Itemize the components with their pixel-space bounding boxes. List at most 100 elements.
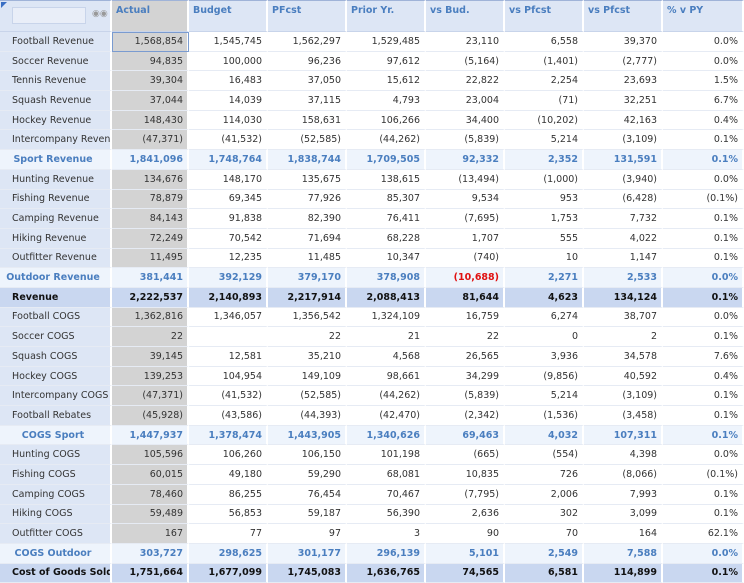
- cell-pct-v-py[interactable]: 0.0%: [663, 51, 744, 72]
- row-label[interactable]: Football COGS: [0, 307, 112, 328]
- row-label[interactable]: Hunting Revenue: [0, 169, 112, 190]
- cell-vs-pfcst[interactable]: 6,274: [505, 307, 584, 328]
- cell-vs-pfcst-2[interactable]: 7,993: [584, 484, 663, 505]
- cell-prior-yr[interactable]: 1,340,626: [347, 425, 426, 446]
- column-header-pfcst[interactable]: PFcst: [268, 0, 347, 32]
- cell-budget[interactable]: 91,838: [189, 209, 268, 229]
- cell-vs-bud[interactable]: 26,565: [426, 347, 505, 367]
- cell-vs-pfcst[interactable]: 10: [505, 248, 584, 269]
- cell-budget[interactable]: (41,532): [189, 130, 268, 151]
- row-label[interactable]: COGS Sport: [0, 425, 112, 446]
- cell-vs-pfcst[interactable]: 302: [505, 504, 584, 525]
- cell-actual[interactable]: 1,362,816: [112, 307, 189, 328]
- cell-vs-bud[interactable]: 2,636: [426, 504, 505, 525]
- cell-actual[interactable]: 1,568,854: [112, 32, 189, 52]
- cell-vs-pfcst[interactable]: 953: [505, 189, 584, 210]
- cell-budget[interactable]: 298,625: [189, 543, 268, 564]
- cell-prior-yr[interactable]: 1,636,765: [347, 563, 426, 583]
- cell-vs-pfcst[interactable]: 2,254: [505, 71, 584, 92]
- cell-actual[interactable]: 134,676: [112, 169, 189, 190]
- cell-vs-pfcst-2[interactable]: 7,588: [584, 543, 663, 564]
- cell-actual[interactable]: 78,460: [112, 484, 189, 505]
- cell-prior-yr[interactable]: 1,709,505: [347, 150, 426, 170]
- cell-pfcst[interactable]: (52,585): [268, 386, 347, 407]
- cell-vs-pfcst-2[interactable]: 1,147: [584, 248, 663, 269]
- cell-prior-yr[interactable]: 296,139: [347, 543, 426, 564]
- cell-pfcst[interactable]: 71,694: [268, 228, 347, 249]
- cell-vs-bud[interactable]: 22: [426, 327, 505, 347]
- row-label[interactable]: Intercompany COGS: [0, 386, 112, 407]
- cell-vs-pfcst[interactable]: 4,032: [505, 425, 584, 446]
- row-label[interactable]: Fishing Revenue: [0, 189, 112, 210]
- cell-prior-yr[interactable]: 2,088,413: [347, 287, 426, 308]
- row-label[interactable]: Football Rebates: [0, 406, 112, 426]
- cell-actual[interactable]: 1,841,096: [112, 150, 189, 170]
- cell-pct-v-py[interactable]: 0.1%: [663, 327, 744, 347]
- cell-pfcst[interactable]: 22: [268, 327, 347, 347]
- cell-pfcst[interactable]: 149,109: [268, 366, 347, 387]
- row-label[interactable]: Camping COGS: [0, 484, 112, 505]
- cell-actual[interactable]: (47,371): [112, 130, 189, 151]
- cell-vs-pfcst-2[interactable]: 164: [584, 524, 663, 544]
- row-label[interactable]: Cost of Goods Sold: [0, 563, 112, 583]
- row-filter-input[interactable]: [12, 7, 86, 24]
- cell-vs-pfcst[interactable]: 70: [505, 524, 584, 544]
- cell-prior-yr[interactable]: 1,529,485: [347, 32, 426, 52]
- cell-vs-pfcst[interactable]: (10,202): [505, 110, 584, 131]
- cell-vs-pfcst-2[interactable]: (3,458): [584, 406, 663, 426]
- cell-pfcst[interactable]: 1,356,542: [268, 307, 347, 328]
- cell-vs-pfcst-2[interactable]: 4,022: [584, 228, 663, 249]
- cell-vs-bud[interactable]: 5,101: [426, 543, 505, 564]
- cell-vs-bud[interactable]: 74,565: [426, 563, 505, 583]
- cell-pct-v-py[interactable]: 0.1%: [663, 287, 744, 308]
- cell-vs-bud[interactable]: (2,342): [426, 406, 505, 426]
- row-label[interactable]: Hiking COGS: [0, 504, 112, 525]
- row-label[interactable]: Squash Revenue: [0, 91, 112, 111]
- row-label[interactable]: Hiking Revenue: [0, 228, 112, 249]
- cell-budget[interactable]: 12,235: [189, 248, 268, 269]
- cell-vs-pfcst[interactable]: 1,753: [505, 209, 584, 229]
- cell-vs-pfcst[interactable]: 5,214: [505, 130, 584, 151]
- cell-actual[interactable]: 37,044: [112, 91, 189, 111]
- cell-prior-yr[interactable]: 378,908: [347, 268, 426, 288]
- row-label[interactable]: Revenue: [0, 287, 112, 308]
- row-label[interactable]: Outdoor Revenue: [0, 268, 112, 288]
- cell-actual[interactable]: 84,143: [112, 209, 189, 229]
- cell-pct-v-py[interactable]: 0.1%: [663, 248, 744, 269]
- cell-vs-pfcst-2[interactable]: (3,109): [584, 386, 663, 407]
- cell-actual[interactable]: 2,222,537: [112, 287, 189, 308]
- cell-vs-bud[interactable]: (5,839): [426, 386, 505, 407]
- row-label[interactable]: Hunting COGS: [0, 445, 112, 466]
- row-label[interactable]: Outfitter Revenue: [0, 248, 112, 269]
- cell-budget[interactable]: 104,954: [189, 366, 268, 387]
- cell-vs-pfcst[interactable]: 6,558: [505, 32, 584, 52]
- column-header-actual[interactable]: Actual: [112, 0, 189, 32]
- cell-pfcst[interactable]: 76,454: [268, 484, 347, 505]
- cell-prior-yr[interactable]: (44,262): [347, 386, 426, 407]
- cell-vs-pfcst-2[interactable]: (3,109): [584, 130, 663, 151]
- cell-pct-v-py[interactable]: 6.7%: [663, 91, 744, 111]
- cell-pct-v-py[interactable]: 0.0%: [663, 169, 744, 190]
- cell-pfcst[interactable]: 301,177: [268, 543, 347, 564]
- cell-vs-pfcst-2[interactable]: 134,124: [584, 287, 663, 308]
- cell-pct-v-py[interactable]: 0.1%: [663, 386, 744, 407]
- cell-pct-v-py[interactable]: 0.0%: [663, 543, 744, 564]
- cell-vs-pfcst-2[interactable]: 2,533: [584, 268, 663, 288]
- cell-pct-v-py[interactable]: 0.1%: [663, 484, 744, 505]
- row-label[interactable]: Intercompany Revenue: [0, 130, 112, 151]
- cell-vs-pfcst-2[interactable]: 7,732: [584, 209, 663, 229]
- cell-pfcst[interactable]: 135,675: [268, 169, 347, 190]
- cell-pct-v-py[interactable]: 0.1%: [663, 425, 744, 446]
- cell-vs-pfcst[interactable]: (9,856): [505, 366, 584, 387]
- cell-actual[interactable]: 94,835: [112, 51, 189, 72]
- cell-pct-v-py[interactable]: 62.1%: [663, 524, 744, 544]
- cell-prior-yr[interactable]: 97,612: [347, 51, 426, 72]
- cell-prior-yr[interactable]: 138,615: [347, 169, 426, 190]
- cell-budget[interactable]: 49,180: [189, 465, 268, 485]
- cell-vs-pfcst[interactable]: 5,214: [505, 386, 584, 407]
- cell-actual[interactable]: (47,371): [112, 386, 189, 407]
- cell-prior-yr[interactable]: 4,568: [347, 347, 426, 367]
- cell-actual[interactable]: 148,430: [112, 110, 189, 131]
- cell-actual[interactable]: 39,145: [112, 347, 189, 367]
- cell-pfcst[interactable]: 59,290: [268, 465, 347, 485]
